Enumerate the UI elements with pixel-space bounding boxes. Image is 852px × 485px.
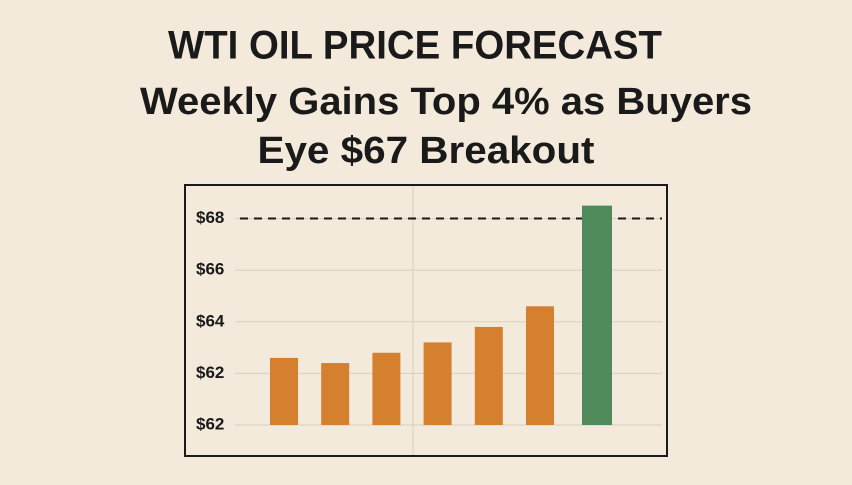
bar <box>270 357 298 425</box>
bar <box>321 363 350 425</box>
chart-subtitle: Weekly Gains Top 4% as Buyers <box>140 81 752 123</box>
bar <box>526 306 554 425</box>
y-tick-label: $62 <box>196 363 224 382</box>
y-tick-label: $68 <box>196 208 224 227</box>
y-tick-label: $66 <box>196 260 224 279</box>
bar <box>372 352 401 425</box>
y-tick-label: $62 <box>196 414 224 433</box>
chart-subtitle: Eye $67 Breakout <box>258 130 595 172</box>
y-tick-label: $64 <box>196 311 225 330</box>
chart-title: WTI OIL PRICE FORECAST <box>168 24 662 68</box>
bar <box>582 205 612 425</box>
bar <box>423 342 452 425</box>
bar <box>474 326 503 425</box>
